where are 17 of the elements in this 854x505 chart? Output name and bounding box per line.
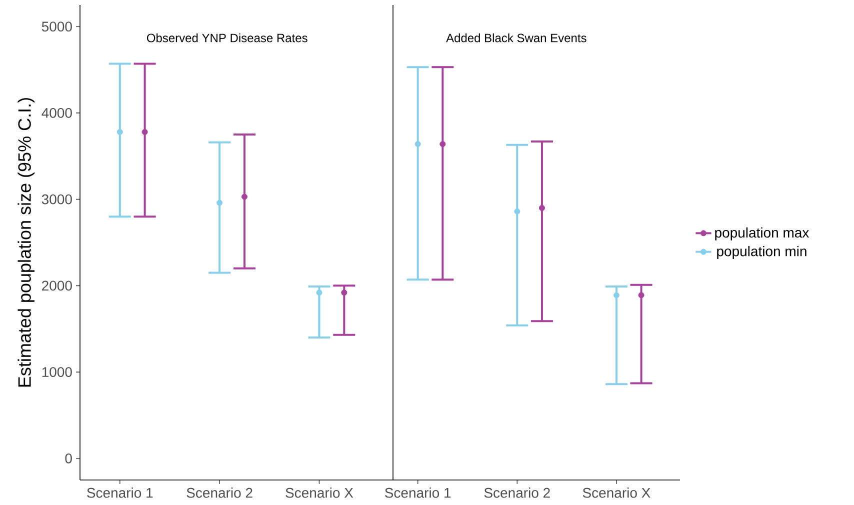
- y-tick-label: 3000: [42, 194, 72, 204]
- y-tick-label: 1000: [42, 367, 72, 378]
- x-tick-label: Scenario 1: [87, 488, 153, 498]
- y-tick-label: 4000: [42, 108, 72, 118]
- text: Observed YNP Disease Rates: [146, 33, 308, 42]
- y-tick-label: 0: [65, 453, 72, 464]
- x-tick-label: Scenario 2: [186, 488, 252, 498]
- y-axis-title: Estimated pouplation size (95% C.I.): [18, 98, 34, 387]
- y-tick-label: 2000: [42, 280, 72, 291]
- x-tick-label: Scenario X: [582, 488, 650, 498]
- x-tick-label: Scenario X: [286, 488, 354, 498]
- legend-label: population min: [717, 246, 806, 260]
- x-tick-label: Scenario 1: [385, 488, 451, 498]
- legend-label: population max: [715, 227, 810, 240]
- text: Added Black Swan Events: [446, 33, 586, 42]
- x-tick-label: Scenario 2: [484, 488, 550, 498]
- y-tick-label: 5000: [42, 22, 72, 32]
